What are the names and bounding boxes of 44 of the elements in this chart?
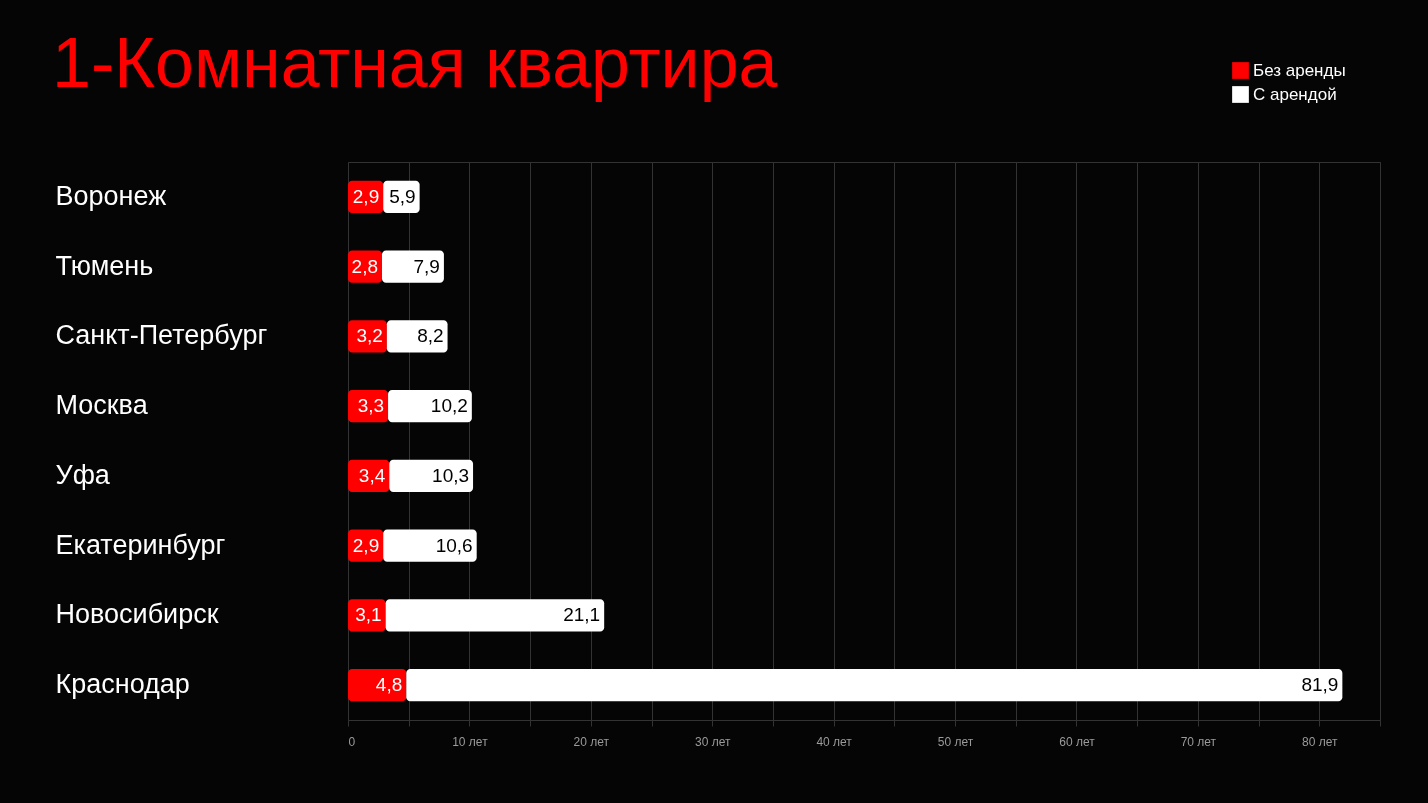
bar [388, 390, 472, 423]
bar [383, 529, 477, 562]
chart-title: 1-Комнатная квартира [52, 24, 778, 102]
y-tick-label: Тюмень [55, 250, 154, 281]
y-tick-label: Краснодар [55, 669, 190, 700]
data-label: 3,2 [356, 325, 383, 347]
total-label: 5,9 [389, 185, 416, 207]
y-tick-label: Москва [55, 390, 149, 421]
bar [386, 320, 448, 353]
x-tick-label: 70 лет [1180, 734, 1217, 749]
x-tick-label: 0 [348, 734, 356, 749]
data-label: 2,9 [352, 534, 380, 556]
data-label: 2,8 [351, 255, 378, 277]
total-label: 8,2 [417, 325, 444, 347]
total-label: 7,9 [413, 255, 440, 277]
bar [406, 669, 1343, 702]
total-label: 10,2 [430, 395, 468, 417]
y-tick-label: Уфа [55, 459, 111, 490]
total-label: 21,1 [563, 604, 601, 626]
x-tick-label: 10 лет [452, 734, 489, 749]
data-label: 3,4 [358, 464, 386, 486]
y-tick-label: Санкт-Петербург [55, 320, 268, 351]
total-label: 10,6 [435, 534, 473, 556]
data-label: 3,1 [355, 604, 382, 626]
x-tick-label: 30 лет [695, 734, 731, 749]
x-tick-label: 20 лет [573, 734, 610, 749]
bar [389, 459, 474, 492]
data-label: 2,9 [352, 185, 380, 207]
data-label: 4,8 [375, 674, 403, 696]
total-label: 81,9 [1301, 674, 1339, 696]
bar [382, 250, 444, 283]
legend-label: С арендой [1253, 84, 1337, 104]
bar [348, 669, 407, 702]
data-label: 3,3 [357, 395, 385, 417]
y-tick-label: Новосибирск [55, 599, 219, 630]
y-tick-label: Екатеринбург [55, 529, 226, 560]
x-tick-label: 40 лет [816, 734, 853, 749]
x-tick-label: 60 лет [1059, 734, 1096, 749]
y-tick-label: Воронеж [55, 180, 167, 211]
total-label: 10,3 [432, 464, 470, 486]
x-tick-label: 50 лет [937, 734, 974, 749]
x-tick-label: 80 лет [1302, 734, 1339, 749]
bar [385, 599, 605, 632]
legend-label: Без аренды [1253, 60, 1346, 80]
